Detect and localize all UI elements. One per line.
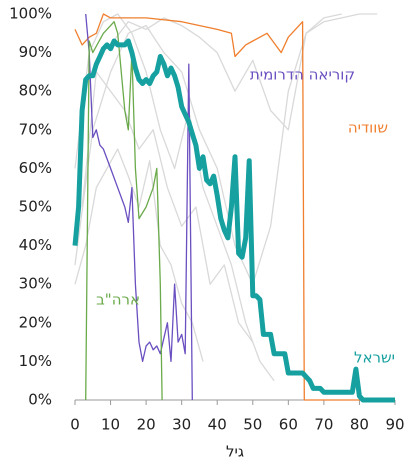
x-tick-label: 40 <box>208 416 227 434</box>
series-line <box>74 148 204 362</box>
series-line <box>85 21 163 401</box>
y-tick-label: 40% <box>19 236 52 254</box>
series-line <box>85 13 193 401</box>
y-tick-label: 20% <box>19 313 52 331</box>
x-tick-label: 50 <box>243 416 262 434</box>
y-tick-label: 0% <box>28 391 52 409</box>
x-tick-label: 10 <box>101 416 120 434</box>
x-tick-label: 70 <box>314 416 333 434</box>
series-line <box>72 38 395 403</box>
x-tick-label: 0 <box>70 416 80 434</box>
x-tick-label: 20 <box>137 416 156 434</box>
series-label: שוודיה <box>348 119 388 137</box>
x-tick-label: 30 <box>172 416 191 434</box>
x-tick-label: 90 <box>385 416 404 434</box>
y-tick-label: 90% <box>19 43 52 61</box>
series-line <box>110 13 378 131</box>
y-tick-label: 100% <box>9 5 52 23</box>
y-tick-label: 80% <box>19 82 52 100</box>
series-line <box>74 13 275 382</box>
y-tick-label: 10% <box>19 352 52 370</box>
y-tick-label: 30% <box>19 275 52 293</box>
series-label: ארה"ב <box>96 291 140 309</box>
series-label: קוריאה הדרומית <box>250 66 355 84</box>
series-label: ישראל <box>354 349 395 367</box>
y-tick-label: 60% <box>19 159 52 177</box>
y-tick-label: 70% <box>19 120 52 138</box>
x-tick-label: 80 <box>350 416 369 434</box>
x-axis-label: גיל <box>226 443 244 461</box>
x-tick-label: 60 <box>279 416 298 434</box>
series-line <box>81 71 254 343</box>
y-tick-label: 50% <box>19 198 52 216</box>
series-line <box>74 13 395 401</box>
